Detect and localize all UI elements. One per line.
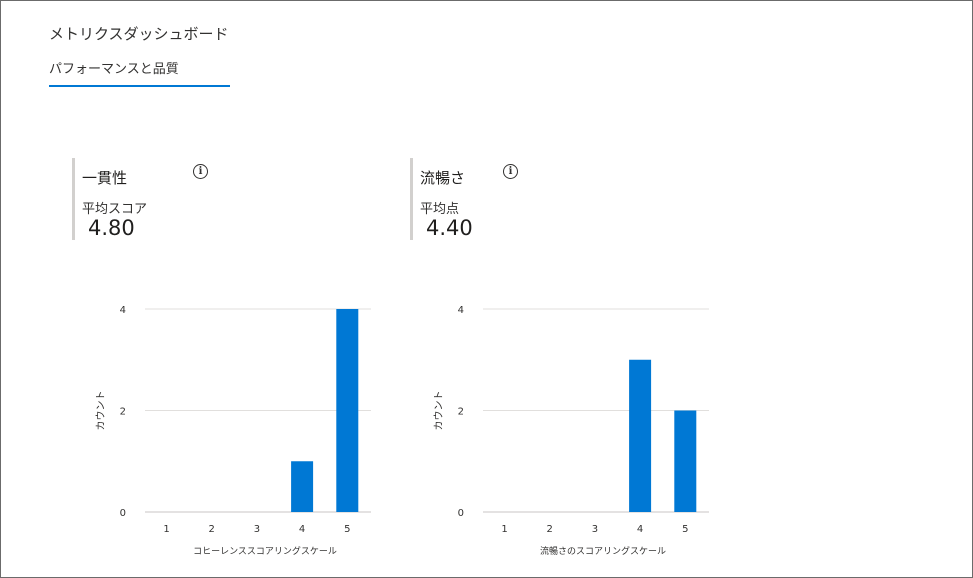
y-tick-label: 4 [458,305,464,316]
metric-value: 4.40 [426,216,473,240]
bar-4 [291,461,314,512]
bar-5 [336,309,359,512]
x-axis-title: 流暢さのスコアリングスケール [540,545,666,557]
x-tick-label: 1 [501,524,507,535]
metric-sub-label: 平均点 [420,202,460,217]
x-tick-label: 5 [682,524,688,535]
y-axis-title: カウント [433,391,445,431]
x-tick-label: 4 [637,524,643,535]
x-tick-label: 1 [163,524,169,535]
metric-name: 一貫性 [82,169,128,187]
y-axis-title: カウント [95,391,107,431]
y-tick-label: 4 [120,305,126,316]
metric-card-fluency: 流暢さ i 平均点 4.40 [410,158,583,240]
bar-5 [674,410,697,512]
info-icon[interactable]: i [503,164,518,179]
tab-label: パフォーマンスと品質 [49,62,179,77]
y-tick-label: 0 [458,508,464,519]
metric-sub-label: 平均スコア [82,202,148,217]
metric-name: 流暢さ [420,169,466,187]
metric-card-coherence: 一貫性 i 平均スコア 4.80 [72,158,245,240]
y-tick-label: 0 [120,508,126,519]
metric-value: 4.80 [88,216,135,240]
x-tick-label: 5 [344,524,350,535]
y-tick-label: 2 [458,407,464,418]
x-tick-label: 3 [592,524,598,535]
x-tick-label: 2 [547,524,553,535]
x-tick-label: 2 [209,524,215,535]
y-tick-label: 2 [120,407,126,418]
x-tick-label: 4 [299,524,305,535]
x-tick-label: 3 [254,524,260,535]
x-axis-title: コヒーレンススコアリングスケール [193,545,337,557]
bar-4 [629,359,652,512]
tab-performance-quality[interactable]: パフォーマンスと品質 [49,61,230,87]
info-icon[interactable]: i [193,164,208,179]
page-title: メトリクスダッシュボード [49,25,229,43]
